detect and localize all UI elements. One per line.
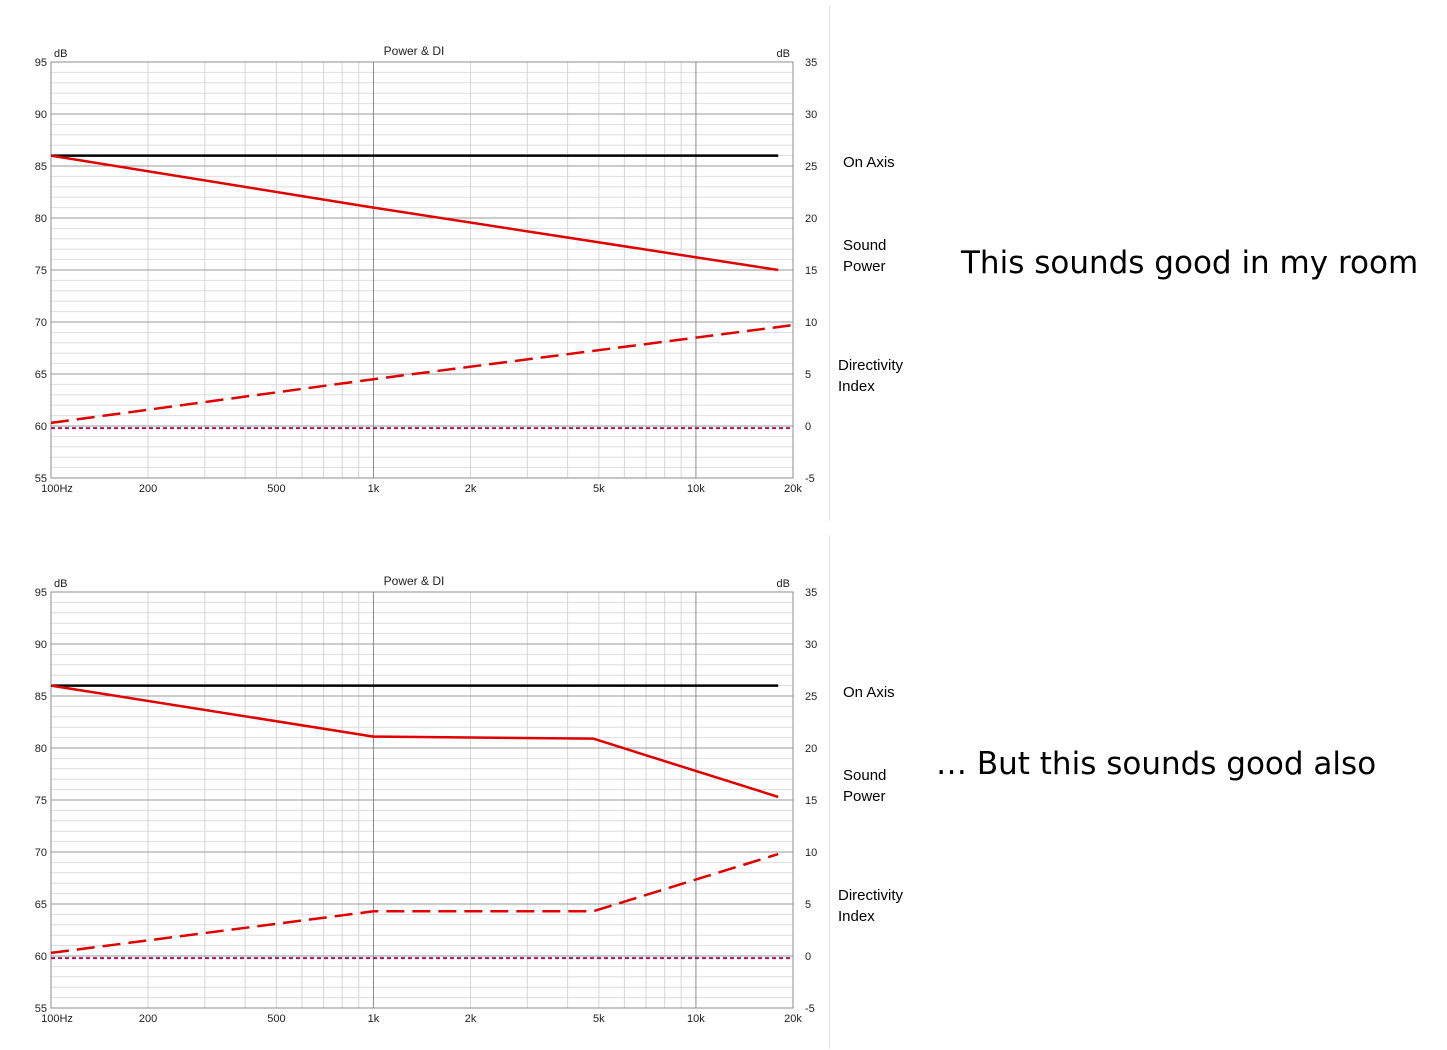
x-tick-label: 2k (465, 483, 477, 495)
y-tick-label-right: 0 (805, 951, 811, 963)
y-tick-label-left: 80 (35, 743, 47, 755)
power-di-chart-top: Power & DI dB dB 95 90 85 80 75 70 65 60 55 35 30 25 20… (35, 44, 818, 495)
y-tick-label-right: 20 (805, 213, 817, 225)
chart-panel-bottom: Power & DI dB dB 95 90 85 80 75 70 65 60 55 35 30 25 20… (0, 530, 830, 1050)
y-tick-label-left: 90 (35, 639, 47, 651)
sound-power-line (50, 154, 779, 272)
y-tick-label-left: 65 (35, 899, 47, 911)
directivity-index-line (50, 852, 779, 955)
x-tick-label: 100Hz (41, 1013, 73, 1025)
sound-power-line (50, 684, 779, 799)
y-tick-label-right: 15 (805, 795, 817, 807)
x-tick-label: 20k (784, 1013, 802, 1025)
y-tick-label-right: 20 (805, 743, 817, 755)
x-tick-label: 100Hz (41, 483, 73, 495)
y-tick-label-right: 10 (805, 847, 817, 859)
on-axis-label-top: On Axis (843, 154, 895, 171)
y-tick-label-left: 65 (35, 369, 47, 381)
caption-bottom: … But this sounds good also (936, 746, 1377, 782)
y-tick-label-left: 85 (35, 691, 47, 703)
panel-divider-top (829, 5, 830, 521)
y-tick-label-right: -5 (805, 473, 815, 485)
caption-top: This sounds good in my room (961, 245, 1419, 281)
chart-title: Power & DI (384, 574, 445, 588)
y-tick-label-left: 75 (35, 795, 47, 807)
y-tick-label-left: 85 (35, 161, 47, 173)
y-tick-label-left: 70 (35, 847, 47, 859)
y-tick-label-left: 70 (35, 317, 47, 329)
x-tick-label: 500 (267, 1013, 285, 1025)
x-tick-label: 20k (784, 483, 802, 495)
y-tick-label-right: 5 (805, 899, 811, 911)
x-tick-label: 500 (267, 483, 285, 495)
on-axis-label-bottom: On Axis (843, 684, 895, 701)
x-tick-label: 10k (687, 483, 705, 495)
y-tick-label-right: 0 (805, 421, 811, 433)
y-tick-label-right: 35 (805, 587, 817, 599)
y-tick-label-left: 90 (35, 109, 47, 121)
y-tick-label-right: 25 (805, 691, 817, 703)
y-tick-label-right: -5 (805, 1003, 815, 1015)
x-tick-label: 1k (368, 1013, 380, 1025)
y-tick-label-left: 80 (35, 213, 47, 225)
directivity-index-line (50, 323, 794, 425)
chart-panel-top: Power & DI dB dB 95 90 85 80 75 70 65 60 55 35 30 25 20… (0, 0, 830, 520)
y-tick-label-left: 55 (35, 473, 47, 485)
y-tick-label-left: 95 (35, 587, 47, 599)
y-tick-label-left: 95 (35, 57, 47, 69)
y-tick-label-left: 55 (35, 1003, 47, 1015)
right-axis-unit: dB (777, 578, 790, 590)
left-axis-unit: dB (54, 48, 67, 60)
y-tick-label-right: 35 (805, 57, 817, 69)
power-di-chart-bottom: Power & DI dB dB 95 90 85 80 75 70 65 60 55 35 30 25 20… (35, 574, 818, 1025)
y-tick-label-right: 5 (805, 369, 811, 381)
x-tick-label: 200 (139, 483, 157, 495)
sound-power-label-top: Sound Power (843, 237, 887, 275)
sound-power-label-bottom: Sound Power (843, 767, 887, 805)
right-axis-unit: dB (777, 48, 790, 60)
y-tick-label-right: 30 (805, 639, 817, 651)
y-tick-label-left: 60 (35, 421, 47, 433)
plot-frame (50, 591, 794, 1009)
directivity-index-label-top: Directivity Index (838, 357, 904, 395)
panel-divider-bottom (829, 535, 830, 1049)
x-tick-label: 1k (368, 483, 380, 495)
left-axis-unit: dB (54, 578, 67, 590)
x-tick-label: 5k (593, 483, 605, 495)
y-tick-label-left: 60 (35, 951, 47, 963)
directivity-index-label-bottom: Directivity Index (838, 887, 904, 925)
x-tick-label: 200 (139, 1013, 157, 1025)
x-tick-label: 5k (593, 1013, 605, 1025)
x-tick-label: 2k (465, 1013, 477, 1025)
y-tick-label-right: 30 (805, 109, 817, 121)
y-tick-label-left: 75 (35, 265, 47, 277)
y-tick-label-right: 25 (805, 161, 817, 173)
y-tick-label-right: 15 (805, 265, 817, 277)
chart-title: Power & DI (384, 44, 445, 58)
y-tick-label-right: 10 (805, 317, 817, 329)
x-tick-label: 10k (687, 1013, 705, 1025)
plot-frame (50, 61, 794, 479)
